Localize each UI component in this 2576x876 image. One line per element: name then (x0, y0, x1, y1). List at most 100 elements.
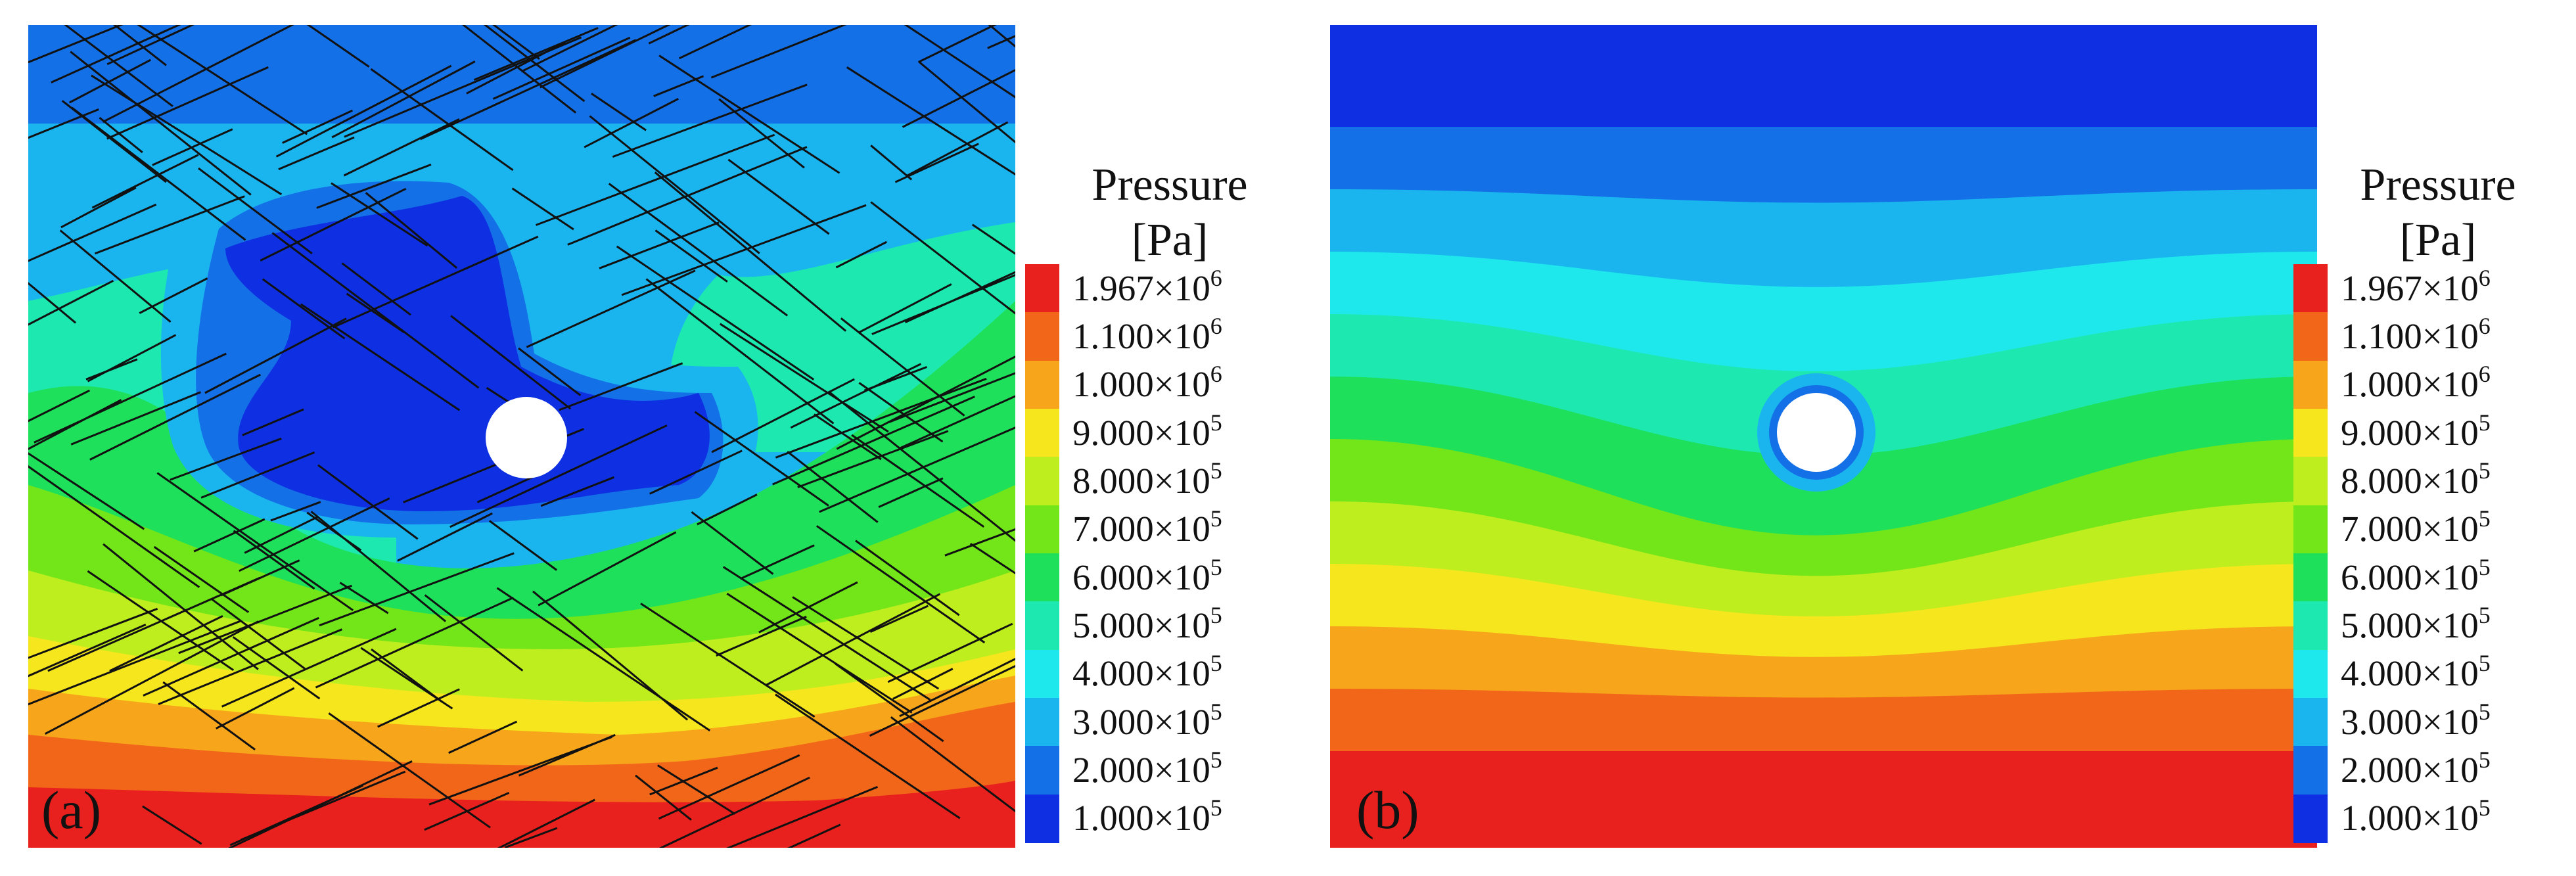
legend-color-swatch (2293, 505, 2328, 554)
fracture-segment (635, 774, 692, 821)
fracture-segment (143, 616, 319, 697)
fracture-segment (719, 323, 889, 433)
fracture-segment (718, 98, 805, 169)
fracture-segment (424, 594, 524, 672)
fracture-segment (142, 805, 202, 845)
fracture-segment (69, 58, 151, 104)
fracture-segment (317, 464, 419, 540)
fracture-segment (694, 411, 829, 507)
legend-color-swatch (1025, 601, 1059, 651)
fracture-segment (899, 658, 1015, 718)
fracture-segment (654, 172, 847, 332)
legend-level-label: 1.967×106 (2341, 266, 2491, 308)
legend-a: Pressure [Pa] 1.967×106 1.100×106 1.000×10… (1025, 160, 1334, 848)
fracture-segment (726, 786, 878, 848)
fracture-segment (332, 235, 539, 329)
fracture-segment (28, 399, 122, 450)
fracture-segment (835, 662, 944, 743)
fracture-segment (863, 365, 928, 392)
legend-level-exponent: 6 (2478, 361, 2491, 388)
fracture-segment (70, 391, 201, 446)
fracture-segment (567, 146, 808, 246)
fracture-segment (971, 223, 1015, 255)
fracture-segment (232, 636, 321, 700)
legend-color-swatch (1025, 360, 1059, 409)
legend-level-label: 4.000×105 (2341, 651, 2491, 693)
fracture-segment (790, 363, 922, 429)
legend-level-exponent: 5 (2478, 409, 2491, 436)
legend-level-label: 1.967×106 (1072, 266, 1222, 308)
fracture-segment (271, 232, 480, 389)
fracture-segment (518, 347, 582, 396)
fracture-segment (419, 39, 637, 141)
legend-level-label: 3.000×105 (2341, 700, 2491, 742)
legend-color-swatch (2293, 264, 2328, 313)
fracture-segment (341, 262, 411, 316)
fracture-segment (91, 154, 199, 209)
legend-level-label: 1.000×106 (2341, 362, 2491, 405)
fracture-segment (855, 540, 960, 616)
legend-level-mantissa: 8.000×10 (1072, 461, 1210, 501)
pressure-contour-plot-a (28, 25, 1015, 848)
legend-colorbar-b (2293, 264, 2328, 843)
fracture-segment (71, 106, 246, 241)
legend-color-swatch (1025, 794, 1059, 843)
legend-level-exponent: 5 (2478, 795, 2491, 821)
legend-level-exponent: 5 (1210, 505, 1222, 532)
legend-level-mantissa: 1.967×10 (1072, 267, 1210, 308)
legend-level-label: 1.100×106 (1072, 314, 1222, 356)
fracture-segment (492, 25, 540, 60)
legend-color-swatch (2293, 649, 2328, 699)
legend-color-swatch (2293, 794, 2328, 843)
fracture-segment (193, 518, 265, 553)
legend-level-exponent: 6 (2478, 264, 2491, 291)
fracture-segment (331, 182, 428, 247)
legend-level-mantissa: 2.000×10 (1072, 750, 1210, 790)
fracture-segment (612, 83, 808, 158)
legend-level-mantissa: 1.000×10 (2341, 364, 2479, 405)
fracture-segment (894, 143, 979, 183)
legend-unit-a: [Pa] (1131, 215, 1208, 265)
fracture-segment (840, 317, 965, 417)
fracture-segment (640, 603, 816, 718)
panel-label-b: (b) (1356, 780, 1419, 840)
fracture-segment (28, 624, 147, 678)
fracture-segment (711, 378, 855, 453)
legend-color-swatch (2293, 360, 2328, 409)
fracture-segment (648, 25, 690, 45)
fracture-segment (28, 452, 145, 530)
fracture-segment (102, 25, 294, 123)
fracture-segment (210, 597, 306, 670)
legend-level-mantissa: 3.000×10 (1072, 701, 1210, 742)
legend-level-exponent: 5 (1210, 795, 1222, 821)
pressure-contour-plot-b (1330, 25, 2317, 848)
legend-level-exponent: 6 (1210, 313, 1222, 339)
legend-level-mantissa: 7.000×10 (2341, 509, 2479, 549)
fracture-segment (878, 477, 944, 508)
fracture-segment (300, 303, 461, 411)
legend-level-exponent: 5 (2478, 747, 2491, 773)
fracture-segment (655, 229, 728, 283)
fracture-segment (887, 622, 1013, 683)
fracture-segment (139, 277, 208, 314)
fracture-segment (89, 373, 261, 461)
fracture-segment (532, 590, 689, 721)
fracture-segment (608, 183, 789, 317)
fracture-segment (944, 528, 1015, 557)
legend-level-exponent: 6 (1210, 264, 1222, 291)
legend-level-exponent: 5 (2478, 650, 2491, 677)
fracture-segment (772, 396, 975, 486)
fracture-segment (162, 681, 256, 750)
fracture-segment (365, 192, 458, 269)
fracture-segment (787, 451, 879, 523)
legend-level-mantissa: 6.000×10 (2341, 557, 2479, 597)
legend-level-exponent: 5 (1210, 602, 1222, 628)
fracture-segment (621, 204, 867, 296)
fracture-segment (448, 720, 518, 754)
fracture-segment (792, 596, 940, 690)
fracture-segment (156, 472, 354, 611)
legend-level-mantissa: 4.000×10 (1072, 653, 1210, 694)
fracture-segment (315, 597, 514, 689)
fracture-segment (488, 520, 557, 571)
legend-title-b: Pressure (2360, 160, 2516, 210)
